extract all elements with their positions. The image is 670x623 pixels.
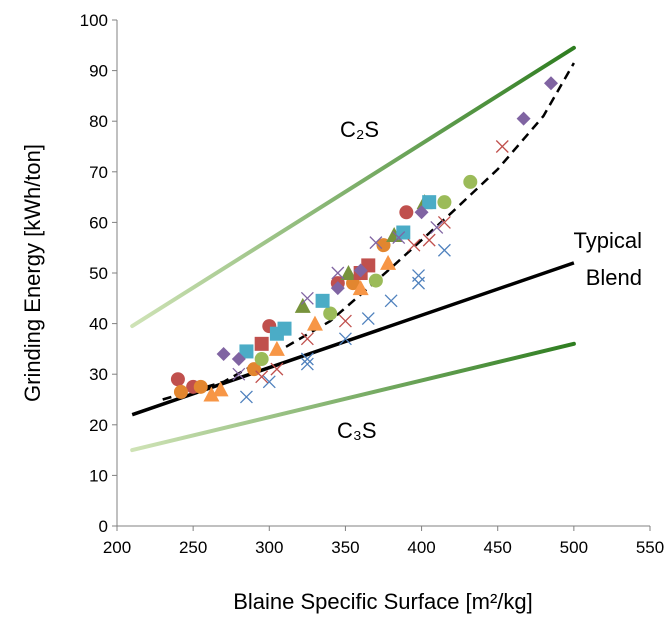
- x-point: [361, 312, 375, 325]
- diamond-point: [216, 346, 231, 361]
- y-tick-label: 90: [89, 62, 108, 81]
- x-tick-label: 300: [255, 538, 283, 557]
- triangle-point: [212, 381, 229, 397]
- circle-point: [463, 174, 478, 189]
- y-tick-label: 70: [89, 163, 108, 182]
- y-axis-title: Grinding Energy [kWh/ton]: [20, 144, 45, 402]
- x-point: [495, 140, 509, 153]
- x-point: [262, 375, 276, 389]
- square-point: [254, 336, 269, 351]
- circle-point: [437, 195, 452, 210]
- y-tick-label: 80: [89, 112, 108, 131]
- x-tick-label: 350: [331, 538, 359, 557]
- y-tick-label: 30: [89, 365, 108, 384]
- ticks: 200 250 300 350 400 450 500 550 0 10 20 30 40 50 60 70 8…: [80, 11, 665, 557]
- x-point: [300, 332, 314, 346]
- x-point: [430, 221, 444, 234]
- x-tick-label: 250: [179, 538, 207, 557]
- triangle-point: [294, 297, 311, 313]
- x-point: [300, 352, 314, 366]
- x-point: [437, 243, 451, 257]
- x-point: [369, 236, 383, 250]
- circle-point: [399, 205, 414, 220]
- circle-point: [170, 372, 185, 387]
- y-tick-label: 60: [89, 213, 108, 232]
- circle-point: [254, 352, 269, 367]
- x-tick-label: 450: [484, 538, 512, 557]
- x-tick-label: 200: [103, 538, 131, 557]
- circle-point: [368, 273, 383, 288]
- x-point: [331, 266, 345, 280]
- annotation-blend: Blend: [586, 265, 642, 290]
- diamond-point: [544, 76, 559, 91]
- x-point: [300, 291, 314, 305]
- diamond-point: [516, 111, 531, 126]
- y-tick-label: 100: [80, 11, 108, 30]
- x-point: [300, 357, 314, 371]
- triangle-point: [306, 315, 323, 331]
- triangle-point: [340, 265, 357, 280]
- diamond-point: [231, 352, 246, 367]
- triangle-point: [352, 280, 369, 296]
- x-point: [232, 367, 246, 381]
- x-axis-title: Blaine Specific Surface [m²/kg]: [233, 589, 533, 614]
- triangle-point: [203, 386, 220, 402]
- circle-point: [323, 306, 338, 321]
- diamond-point: [330, 281, 345, 296]
- plot-area: 200 250 300 350 400 450 500 550 0 10 20 30 40 50 60 70 8…: [80, 11, 665, 557]
- triangle-point: [268, 340, 285, 356]
- x-point: [412, 269, 425, 282]
- x-point: [338, 332, 352, 346]
- square-point: [422, 195, 437, 210]
- circle-point: [173, 384, 188, 399]
- line-c2s: [130, 45, 576, 329]
- square-point: [277, 321, 292, 336]
- diamond-point: [414, 205, 429, 220]
- x-point: [255, 370, 269, 384]
- x-point: [437, 215, 451, 229]
- x-tick-label: 500: [560, 538, 588, 557]
- x-point: [270, 362, 284, 376]
- line-c3s: [130, 341, 576, 453]
- x-point: [392, 231, 406, 245]
- x-tick-label: 400: [407, 538, 435, 557]
- diamond-point: [353, 263, 368, 278]
- annotation-typical: Typical: [574, 228, 642, 253]
- x-point: [239, 390, 253, 404]
- annotation-c3s: C₃S: [337, 418, 377, 443]
- y-tick-label: 0: [99, 517, 108, 536]
- x-point: [384, 294, 398, 308]
- x-tick-label: 550: [636, 538, 664, 557]
- data-points: [170, 76, 559, 404]
- x-point: [338, 314, 352, 328]
- y-tick-label: 20: [89, 416, 108, 435]
- circle-point: [193, 379, 208, 394]
- y-tick-label: 40: [89, 315, 108, 334]
- x-point: [407, 238, 421, 252]
- square-point: [239, 344, 254, 359]
- x-point: [422, 233, 436, 247]
- square-point: [315, 293, 330, 308]
- y-tick-label: 50: [89, 264, 108, 283]
- y-tick-label: 10: [89, 466, 108, 485]
- annotation-c2s: C₂S: [340, 117, 379, 142]
- triangle-point: [380, 254, 397, 270]
